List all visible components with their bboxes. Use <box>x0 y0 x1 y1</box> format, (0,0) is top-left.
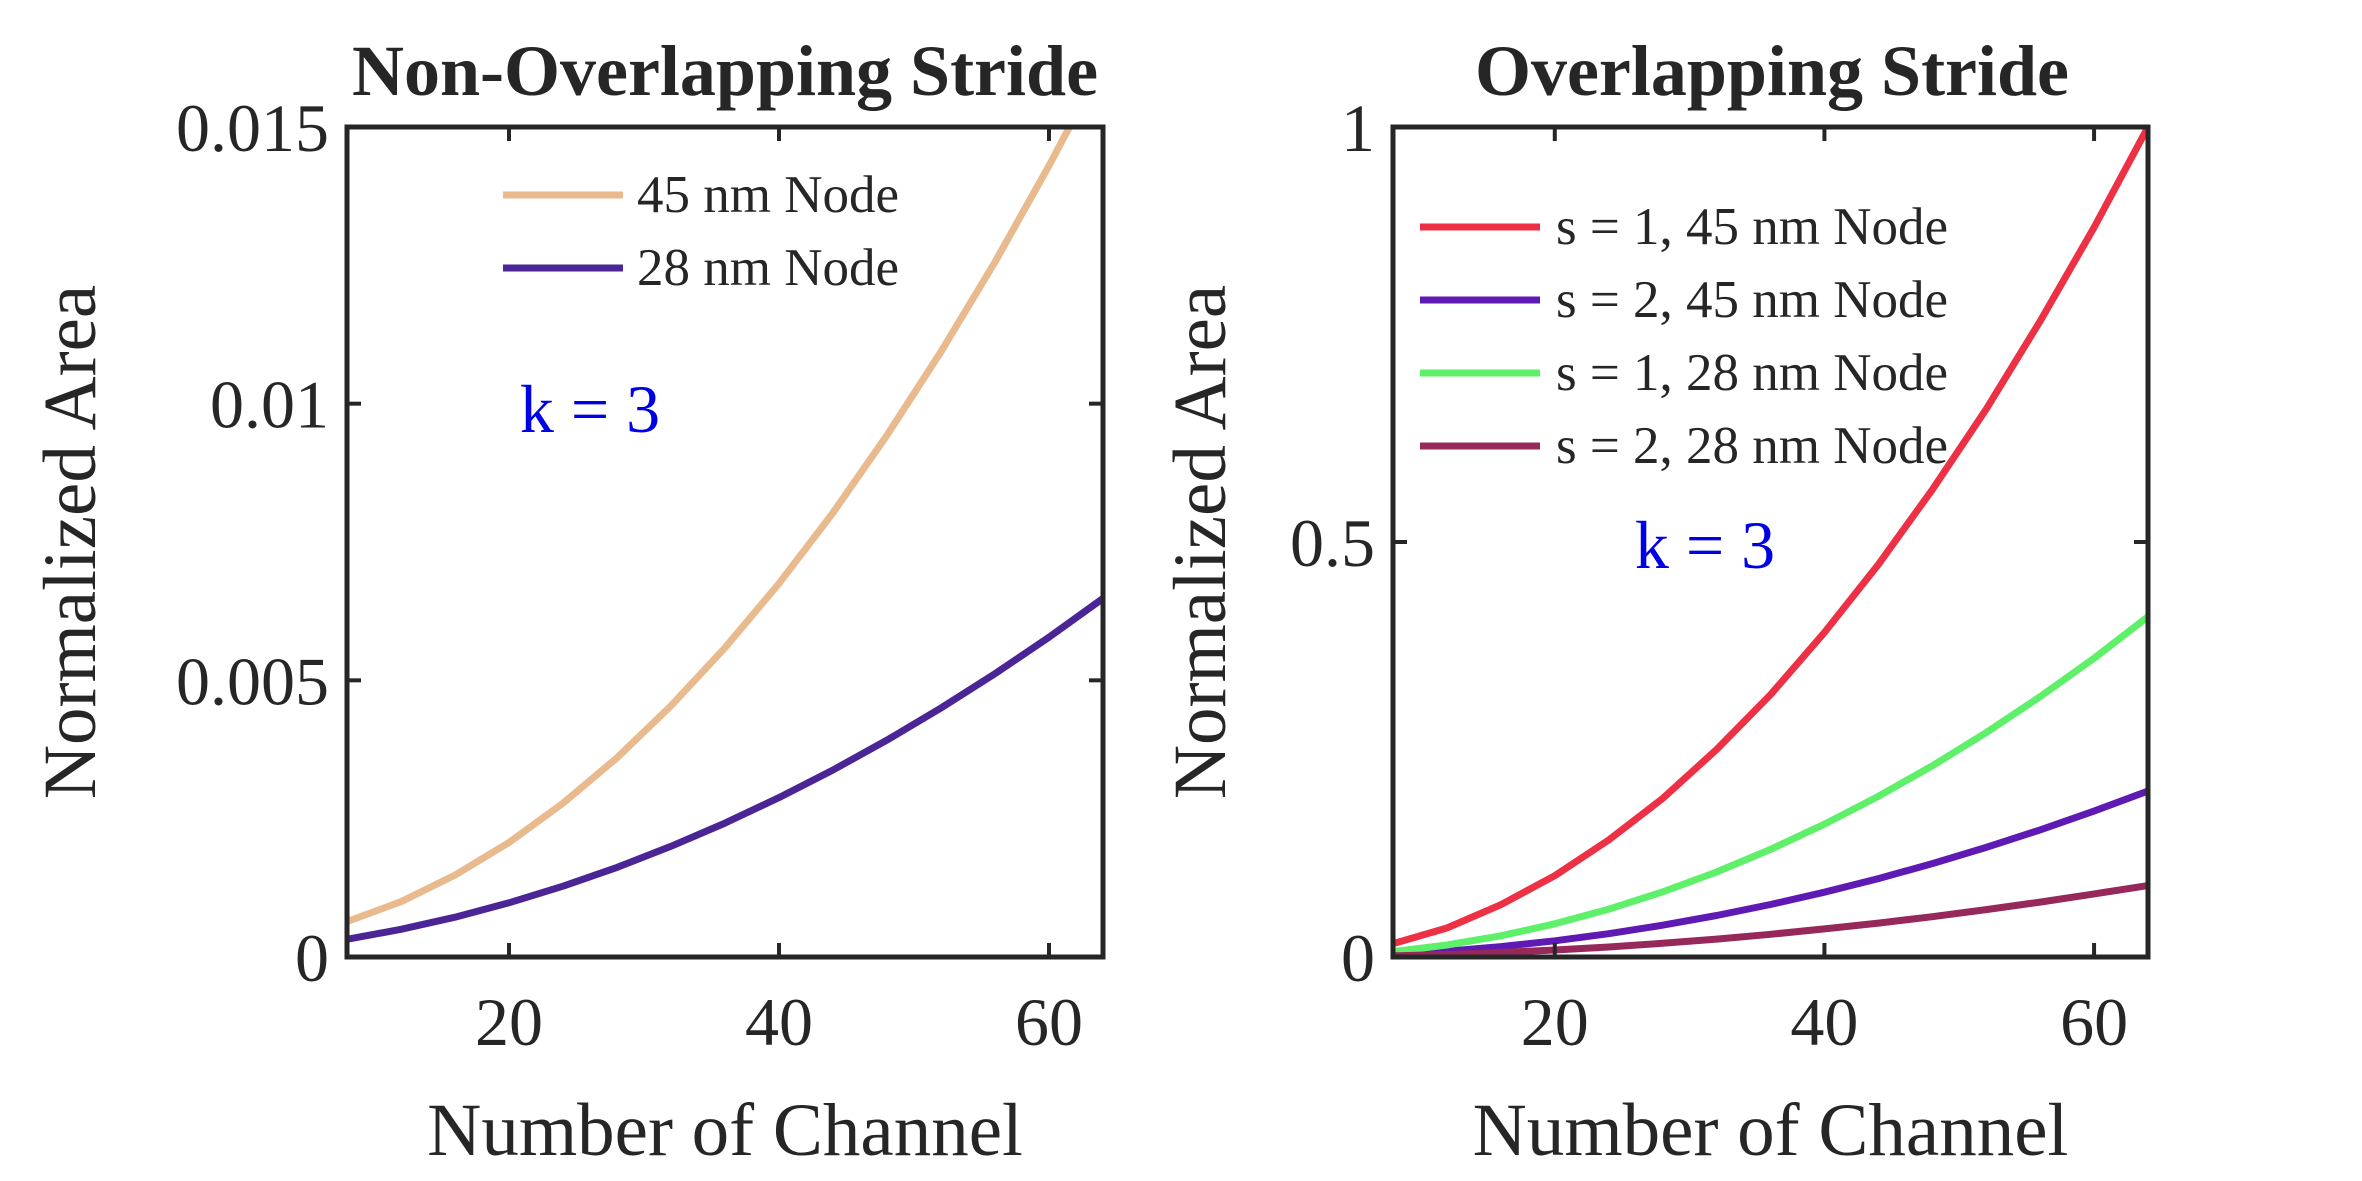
y-tick-label: 0.5 <box>1290 505 1375 581</box>
x-tick-label: 40 <box>745 984 813 1060</box>
y-tick-label: 0.005 <box>176 643 329 719</box>
x-tick-label: 60 <box>2060 984 2128 1060</box>
series-line-2 <box>1393 787 2148 957</box>
chart-panel-2: 20 40 60 0 0.5 1 Overlapping Stride Number of C… <box>1159 31 2151 1172</box>
y-tick-label: 0.01 <box>210 367 329 443</box>
annotation-k: k = 3 <box>1635 507 1775 583</box>
chart-title: Overlapping Stride <box>1475 31 2069 111</box>
axes-frame <box>344 124 1106 960</box>
series-line-3 <box>1393 613 2148 956</box>
x-tick-label: 60 <box>1015 984 1083 1060</box>
legend-entry-label: 45 nm Node <box>637 166 899 224</box>
x-tick-label: 20 <box>475 984 543 1060</box>
series-line-2 <box>347 595 1103 943</box>
series-line-1 <box>347 127 1074 925</box>
y-tick-label: 0 <box>295 920 329 996</box>
y-tick-label: 1 <box>1341 90 1375 166</box>
legend-entry-label: s = 1, 45 nm Node <box>1556 198 1948 256</box>
y-tick-label: 0 <box>1341 920 1375 996</box>
y-axis-label: Normalized Area <box>29 285 112 799</box>
legend: 45 nm Node 28 nm Node <box>503 166 899 297</box>
legend-entry-label: s = 2, 28 nm Node <box>1556 417 1948 475</box>
x-tick-label: 20 <box>1521 984 1589 1060</box>
series-line-1 <box>1393 127 2148 948</box>
series-line-4 <box>1393 882 2148 957</box>
x-tick-label: 40 <box>1790 984 1858 1060</box>
y-tick-label: 0.015 <box>176 90 329 166</box>
y-axis-label: Normalized Area <box>1159 285 1242 799</box>
legend-entry-label: s = 2, 45 nm Node <box>1556 271 1948 329</box>
legend-entry-label: 28 nm Node <box>637 239 899 297</box>
legend-entry-label: s = 1, 28 nm Node <box>1556 344 1948 402</box>
chart-panel-1: 20 40 60 0 0.005 0.01 0.015 Non-Overlapping Str… <box>29 31 1106 1172</box>
x-axis-label: Number of Channel <box>427 1089 1023 1172</box>
x-axis-label: Number of Channel <box>1473 1089 2069 1172</box>
chart-title: Non-Overlapping Stride <box>352 31 1098 111</box>
annotation-k: k = 3 <box>520 371 660 447</box>
legend: s = 1, 45 nm Node s = 2, 45 nm Node s = 1,… <box>1420 198 1948 475</box>
